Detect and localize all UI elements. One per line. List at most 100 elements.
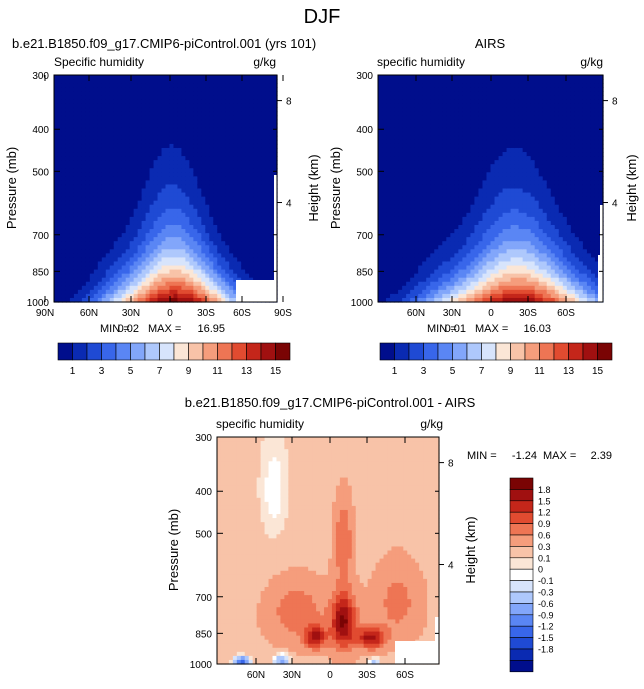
- colorbar-label: 15: [270, 366, 282, 377]
- colorbar-swatch: [379, 342, 395, 361]
- y-tick-label: 850: [356, 267, 373, 278]
- panel-model-y2-axis-label: Height (km): [306, 154, 321, 221]
- colorbar-label: 7: [479, 366, 485, 377]
- x-tick-label: 60N: [407, 308, 425, 319]
- colorbar-swatch: [510, 342, 526, 361]
- panel-airs-height-ticks: 84: [603, 97, 618, 210]
- colorbar-label: 1.5: [538, 496, 551, 506]
- y-tick-label: 400: [195, 487, 212, 498]
- colorbar-swatch: [597, 342, 613, 361]
- max-label: MAX =: [543, 450, 576, 462]
- height-tick-label: 4: [286, 199, 292, 210]
- y-tick-label: 300: [356, 71, 373, 82]
- colorbar-swatch: [159, 342, 175, 361]
- colorbar-swatch: [466, 342, 482, 361]
- colorbar-label: 15: [592, 366, 604, 377]
- colorbar-label: -0.6: [538, 599, 554, 609]
- colorbar-swatch: [495, 342, 511, 361]
- panel-airs: AIRS specific humidity g/kg 300400500700…: [328, 36, 639, 377]
- colorbar-swatch: [452, 342, 468, 361]
- y-tick-label: 700: [356, 231, 373, 242]
- y-tick-label: 700: [195, 593, 212, 604]
- y-tick-label: 400: [32, 125, 49, 136]
- colorbar-label: 3: [421, 366, 427, 377]
- panel-diff-colorbar: 1.81.5 1.20.9 0.60.30.1 0-0.1 -0.3-0.6-0.9 -1…: [509, 477, 554, 673]
- colorbar-swatch: [509, 580, 534, 593]
- colorbar-swatch: [275, 342, 291, 361]
- min-value: 0.02: [118, 323, 139, 335]
- colorbar-swatch: [188, 342, 204, 361]
- colorbar-label: 7: [157, 366, 163, 377]
- panel-model-colorbar: 1 3 5 7 9 11 13 15: [57, 342, 291, 377]
- x-tick-label: 30S: [358, 670, 376, 681]
- panel-airs-title: AIRS: [475, 36, 506, 51]
- y-tick-label: 850: [32, 267, 49, 278]
- max-label: MAX =: [475, 323, 508, 335]
- colorbar-swatch: [539, 342, 555, 361]
- colorbar-swatch: [509, 523, 534, 536]
- colorbar-label: -0.3: [538, 588, 554, 598]
- max-value: 16.95: [197, 323, 225, 335]
- colorbar-swatch: [217, 342, 233, 361]
- height-tick-label: 8: [448, 459, 454, 470]
- panel-model-left-label: Specific humidity: [54, 55, 144, 69]
- panel-model-y-ticks: 300 400 500 700 850 1000: [27, 71, 277, 309]
- colorbar-swatch: [509, 614, 534, 627]
- y-tick-label: 700: [32, 231, 49, 242]
- x-tick-label: 60N: [80, 308, 98, 319]
- panel-model-stats: MIN = 0.02 MAX = 16.95: [100, 323, 225, 335]
- panel-airs-stats: MIN = 0.01 MAX = 16.03: [427, 323, 551, 335]
- x-tick-label: 0: [488, 308, 494, 319]
- panel-diff-field: [217, 437, 440, 665]
- colorbar-swatch: [509, 591, 534, 604]
- colorbar-swatch: [509, 546, 534, 559]
- panel-diff: b.e21.B1850.f09_g17.CMIP6-piControl.001 …: [166, 395, 612, 681]
- max-value: 16.03: [523, 323, 551, 335]
- colorbar-swatch: [509, 603, 534, 616]
- colorbar-swatch: [437, 342, 453, 361]
- colorbar-swatch: [509, 477, 534, 490]
- colorbar-swatch: [246, 342, 262, 361]
- y-tick-label: 500: [356, 167, 373, 178]
- panel-model-field: [54, 75, 278, 303]
- x-tick-label: 30N: [443, 308, 461, 319]
- panel-model-x-ticks: 90N 60N 30N 0 30S 60S 90S: [36, 75, 292, 319]
- x-tick-label: 60S: [557, 308, 575, 319]
- y-tick-label: 1000: [27, 298, 50, 309]
- colorbar-label: 5: [450, 366, 456, 377]
- panel-diff-y-axis-label: Pressure (mb): [166, 509, 181, 591]
- colorbar-swatch: [115, 342, 131, 361]
- colorbar-label: 0.9: [538, 519, 551, 529]
- colorbar-label: 0.6: [538, 531, 551, 541]
- colorbar-swatch: [509, 637, 534, 650]
- min-label: MIN =: [100, 323, 130, 335]
- colorbar-swatch: [130, 342, 146, 361]
- panel-diff-y-ticks: 300 400 500 700 850 1000: [190, 433, 439, 671]
- panel-airs-left-label: specific humidity: [377, 55, 465, 69]
- max-value: 2.39: [591, 450, 612, 462]
- height-tick-label: 4: [448, 561, 454, 572]
- y-tick-label: 500: [195, 529, 212, 540]
- panel-diff-height-ticks: 84: [439, 459, 454, 572]
- colorbar-label: 3: [99, 366, 105, 377]
- colorbar-swatch: [202, 342, 218, 361]
- x-tick-label: 0: [167, 308, 173, 319]
- colorbar-swatch: [509, 557, 534, 570]
- x-tick-label: 90N: [36, 308, 54, 319]
- colorbar-swatch: [72, 342, 88, 361]
- colorbar-label: 11: [212, 366, 223, 377]
- height-tick-label: 8: [612, 97, 618, 108]
- colorbar-swatch: [423, 342, 439, 361]
- panel-diff-x-ticks: 60N 30N 0 30S 60S: [247, 437, 414, 681]
- panel-diff-stats: MIN = -1.24 MAX = 2.39: [467, 450, 612, 462]
- panel-diff-y2-axis-label: Height (km): [463, 516, 478, 583]
- colorbar-swatch: [509, 625, 534, 638]
- colorbar-label: 13: [563, 366, 575, 377]
- colorbar-swatch: [509, 511, 534, 524]
- x-tick-label: 30N: [283, 670, 301, 681]
- colorbar-label: -0.9: [538, 610, 554, 620]
- colorbar-label: 9: [508, 366, 514, 377]
- colorbar-label: -1.5: [538, 633, 554, 643]
